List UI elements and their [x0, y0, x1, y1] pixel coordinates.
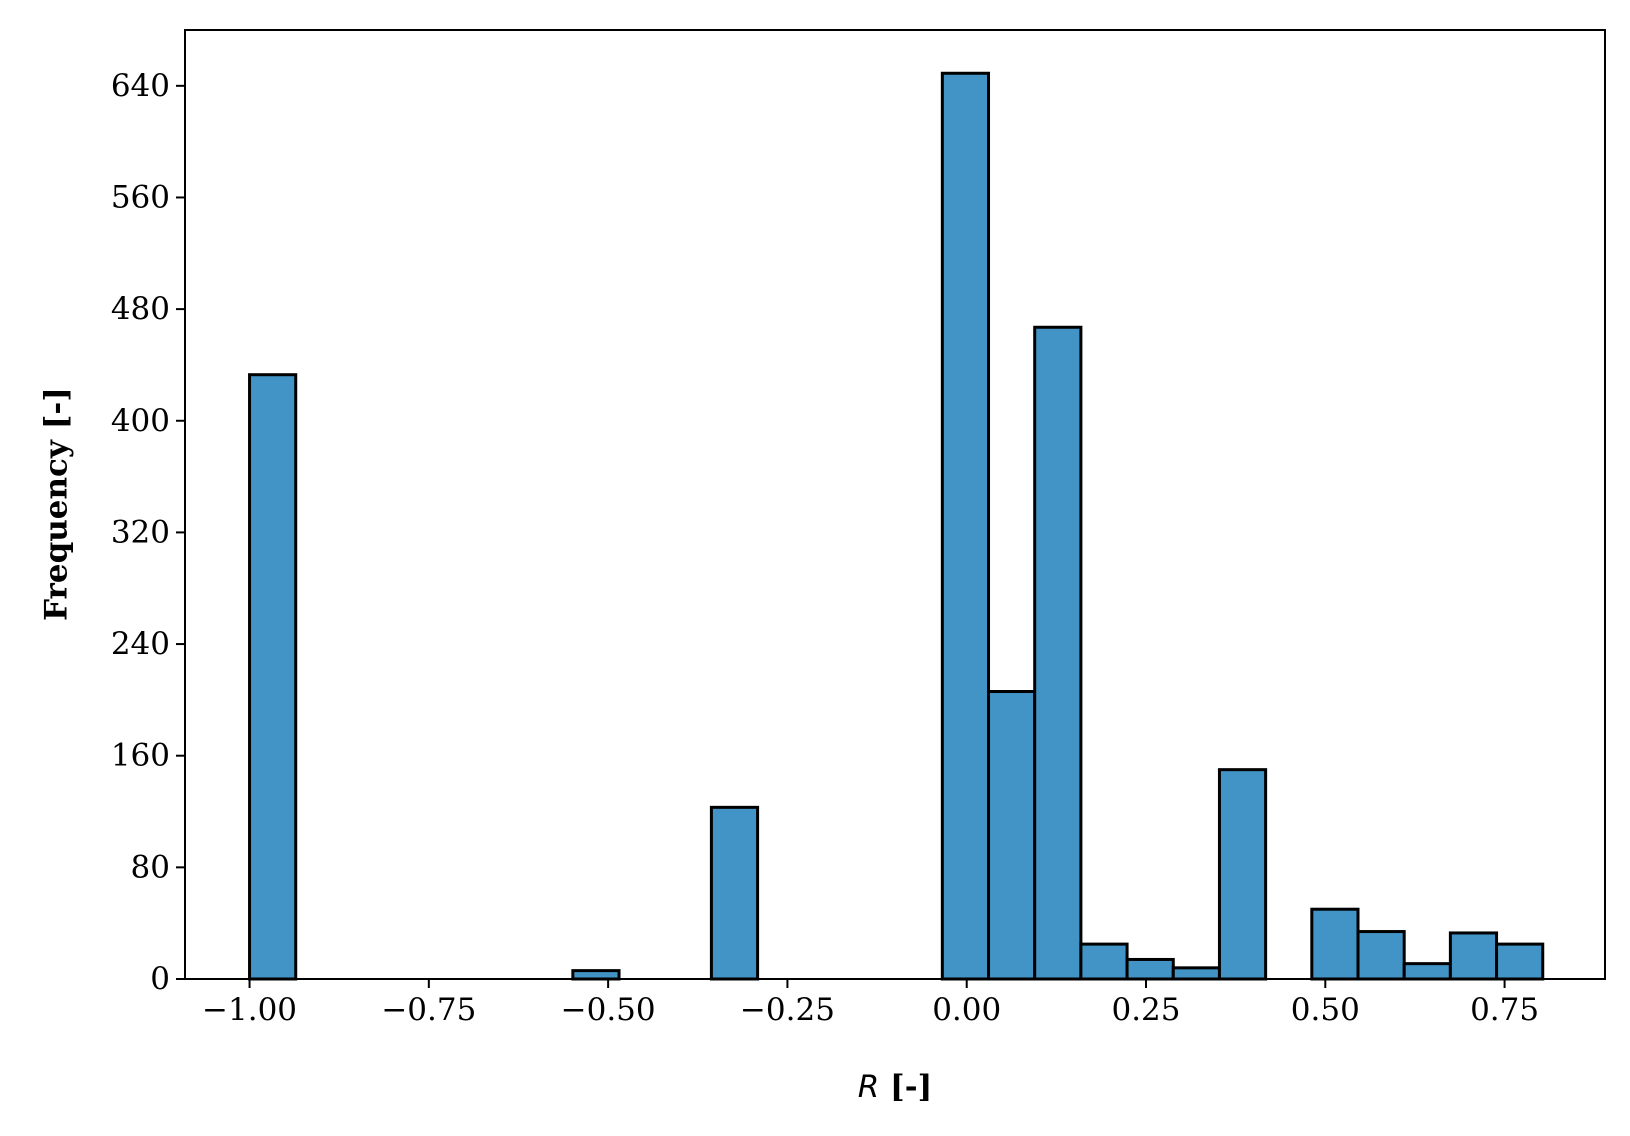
y-tick-label: 400: [111, 403, 170, 439]
histogram-bar: [1125, 957, 1175, 981]
y-axis-title: Frequency [-]: [39, 387, 75, 621]
histogram-bar: [940, 71, 991, 981]
x-axis-title: R [-]: [858, 1069, 933, 1105]
x-axis-unit: [-]: [879, 1069, 932, 1105]
histogram-bar: [1356, 930, 1406, 981]
x-tick-label: −0.25: [740, 992, 835, 1028]
histogram-bar: [248, 373, 298, 981]
histogram-bar: [1448, 931, 1499, 981]
x-tick-label: −1.00: [202, 992, 297, 1028]
bars-layer: [248, 71, 1545, 981]
histogram-bar: [1171, 966, 1221, 981]
y-tick-label: 0: [150, 961, 170, 997]
y-tick-label: 240: [111, 626, 170, 662]
y-tick-label: 640: [111, 68, 170, 104]
x-tick-label: −0.75: [381, 992, 476, 1028]
x-axis-ticks: −1.00 −0.75 −0.50 −0.25 0.00 0.25 0.50 0.75: [202, 979, 1539, 1028]
y-tick-label: 480: [111, 291, 170, 327]
y-tick-label: 560: [111, 179, 170, 215]
x-tick-label: −0.50: [561, 992, 656, 1028]
x-tick-label: 0.25: [1111, 992, 1180, 1028]
x-tick-label: 0.50: [1291, 992, 1360, 1028]
histogram-bar: [709, 805, 760, 981]
y-axis-ticks: 0 80 160 240 320 400 480 560 640: [111, 68, 185, 997]
histogram-bar: [1310, 907, 1360, 981]
histogram-bar: [1402, 962, 1452, 981]
x-tick-label: 0.75: [1470, 992, 1539, 1028]
histogram-bar: [1217, 768, 1268, 981]
histogram-bar: [1495, 942, 1545, 981]
y-tick-label: 160: [111, 738, 170, 774]
y-tick-label: 80: [131, 849, 170, 885]
histogram-bar: [1033, 325, 1083, 981]
histogram-bar: [571, 969, 621, 981]
histogram-bar: [1079, 942, 1129, 981]
x-tick-label: 0.00: [932, 992, 1001, 1028]
histogram-bar: [987, 690, 1037, 981]
y-tick-label: 320: [111, 514, 170, 550]
plot-frame: [184, 29, 1606, 980]
x-axis-variable: R: [858, 1069, 880, 1105]
